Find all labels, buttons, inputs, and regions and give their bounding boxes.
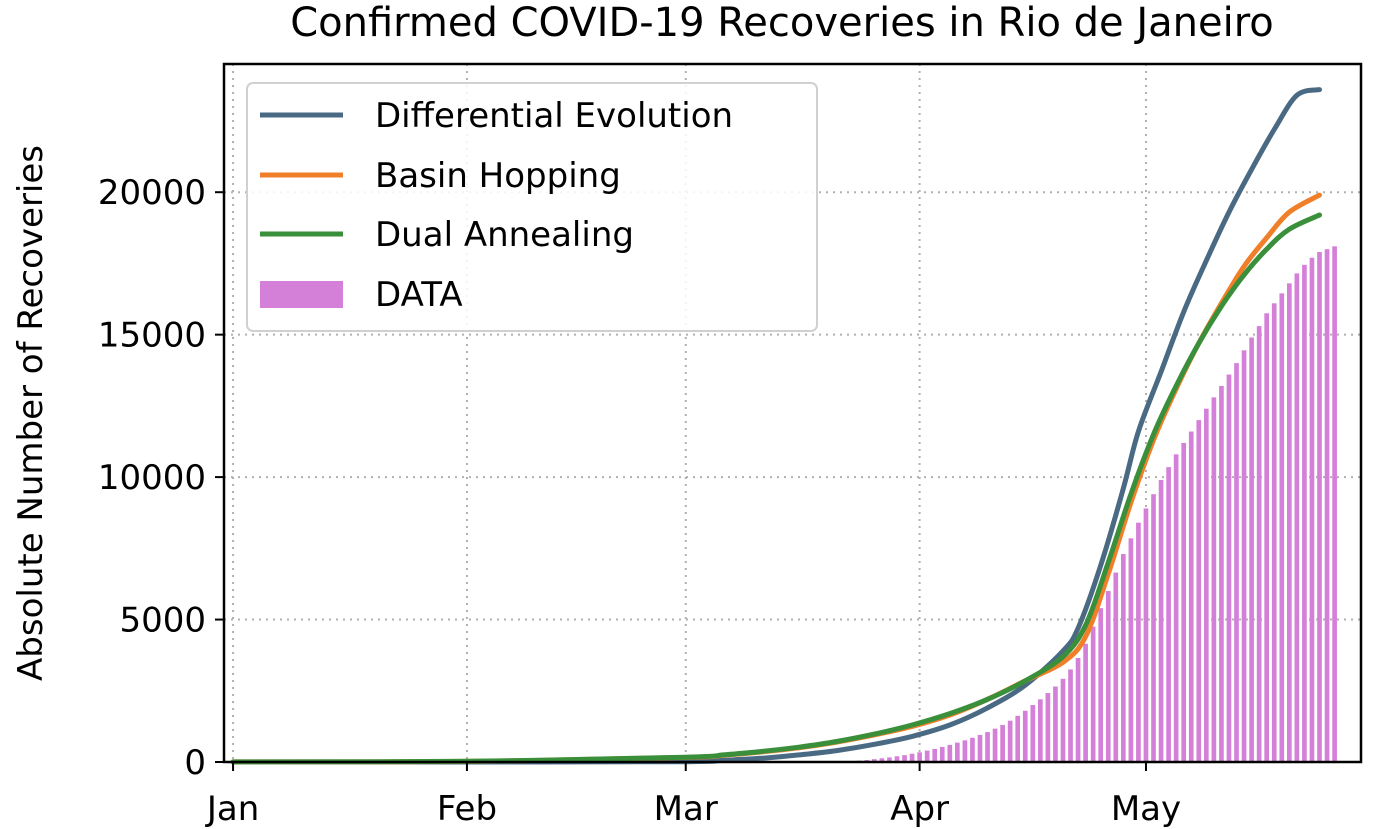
data-bar: [1000, 725, 1005, 762]
data-bar: [1310, 258, 1315, 762]
data-bar: [1227, 375, 1232, 762]
data-bar: [1129, 538, 1134, 762]
data-bar: [947, 745, 952, 762]
data-bar: [1076, 658, 1081, 762]
legend-label-data: DATA: [375, 275, 463, 315]
data-bar: [993, 729, 998, 762]
y-axis: 0 5000 10000 15000 20000: [98, 173, 224, 783]
data-bar: [1181, 443, 1186, 762]
y-tick-label: 0: [184, 743, 206, 783]
chart-title: Confirmed COVID-19 Recoveries in Rio de …: [290, 0, 1274, 46]
data-bar: [1166, 467, 1171, 762]
data-bar: [1159, 480, 1164, 762]
data-bar: [1264, 313, 1269, 762]
data-bar: [1295, 273, 1300, 762]
data-bar: [1098, 608, 1103, 762]
data-bar: [1204, 409, 1209, 762]
legend-swatch-data: [260, 281, 343, 308]
data-bar: [1332, 246, 1337, 762]
data-bar: [1151, 494, 1156, 762]
data-bar: [1287, 283, 1292, 762]
x-tick-label: May: [1111, 789, 1181, 829]
data-bar: [1257, 326, 1262, 762]
data-bar: [1189, 432, 1194, 762]
data-bar: [1212, 397, 1217, 762]
data-bar: [963, 740, 968, 762]
data-bar: [985, 732, 990, 762]
data-bar: [1121, 554, 1126, 762]
data-bar: [932, 749, 937, 762]
y-axis-label: Absolute Number of Recoveries: [11, 145, 51, 681]
data-bar: [1008, 721, 1013, 762]
data-bar: [1136, 523, 1141, 762]
data-bar: [1272, 303, 1277, 762]
data-bar: [1015, 716, 1020, 762]
data-bar: [970, 738, 975, 762]
data-bar: [1325, 249, 1330, 762]
data-bars: [842, 246, 1337, 762]
y-tick-label: 15000: [98, 316, 206, 356]
data-bar: [1083, 644, 1088, 762]
data-bar: [940, 747, 945, 762]
legend-label-differential-evolution: Differential Evolution: [375, 96, 733, 136]
data-bar: [1196, 420, 1201, 762]
data-bar: [1068, 669, 1073, 762]
data-bar: [1249, 338, 1254, 762]
legend: Differential Evolution Basin Hopping Dual …: [247, 83, 817, 331]
x-tick-label: Apr: [890, 789, 949, 829]
data-bar: [1234, 363, 1239, 762]
data-bar: [1023, 711, 1028, 762]
x-tick-label: Mar: [654, 789, 718, 829]
data-bar: [1106, 591, 1111, 762]
legend-label-basin-hopping: Basin Hopping: [375, 156, 621, 196]
data-bar: [1091, 627, 1096, 762]
data-bar: [1219, 386, 1224, 762]
data-bar: [1317, 252, 1322, 762]
data-bar: [1061, 679, 1066, 762]
x-tick-label: Jan: [205, 789, 259, 829]
data-bar: [1030, 705, 1035, 762]
y-tick-label: 20000: [98, 173, 206, 213]
legend-label-dual-annealing: Dual Annealing: [375, 215, 634, 255]
data-bar: [1242, 350, 1247, 762]
data-bar: [1279, 293, 1284, 762]
x-axis: Jan Feb Mar Apr May: [205, 762, 1181, 829]
data-bar: [1046, 693, 1051, 762]
data-bar: [1038, 699, 1043, 762]
data-bar: [978, 735, 983, 762]
data-bar: [955, 743, 960, 762]
data-bar: [925, 751, 930, 762]
data-bar: [1144, 508, 1149, 762]
x-tick-label: Feb: [437, 789, 497, 829]
data-bar: [917, 752, 922, 762]
data-bar: [1053, 687, 1058, 762]
data-bar: [1113, 573, 1118, 762]
data-bar: [1174, 454, 1179, 762]
data-bar: [1302, 265, 1307, 762]
y-tick-label: 10000: [98, 458, 206, 498]
y-tick-label: 5000: [119, 601, 206, 641]
